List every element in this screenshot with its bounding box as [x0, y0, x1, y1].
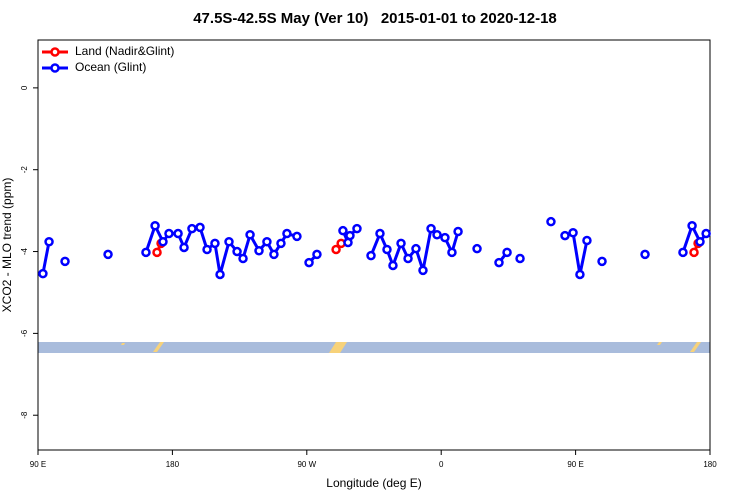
- point: [292, 231, 302, 242]
- y-tick-label: -6: [20, 329, 29, 337]
- point: [338, 225, 348, 236]
- y-tick-label: -8: [20, 411, 29, 419]
- legend-label: Land (Nadir&Glint): [75, 44, 174, 58]
- land-mark: [690, 342, 701, 352]
- point: [678, 247, 688, 258]
- point: [388, 260, 398, 271]
- point: [689, 247, 699, 258]
- point: [232, 246, 242, 257]
- point: [426, 223, 436, 234]
- legend-marker: [50, 63, 60, 73]
- point: [224, 236, 234, 247]
- legend-label: Ocean (Glint): [75, 60, 146, 74]
- point: [304, 257, 314, 268]
- point: [158, 236, 168, 247]
- point: [179, 242, 189, 253]
- point: [103, 249, 113, 260]
- chart-title: 47.5S-42.5S May (Ver 10) 2015-01-01 to 2…: [193, 10, 557, 27]
- point: [494, 257, 504, 268]
- point: [375, 228, 385, 239]
- point: [164, 228, 174, 239]
- point: [60, 256, 70, 267]
- plot-frame: [37, 39, 711, 451]
- y-tick-label: 0: [20, 85, 29, 90]
- point: [345, 230, 355, 241]
- point: [396, 238, 406, 249]
- point: [282, 228, 292, 239]
- point: [597, 256, 607, 267]
- land-marks: [121, 342, 701, 353]
- point: [215, 269, 225, 280]
- point: [269, 249, 279, 260]
- point: [44, 236, 54, 247]
- x-tick-label: 180: [166, 460, 180, 469]
- x-tick-label: 90 E: [30, 460, 46, 469]
- x-axis-label: Longitude (deg E): [326, 476, 421, 490]
- point: [38, 268, 48, 279]
- point: [502, 247, 512, 258]
- x-tick-label: 180: [703, 460, 717, 469]
- point: [440, 232, 450, 243]
- point: [546, 216, 556, 227]
- x-tick-label: 90 W: [297, 460, 316, 469]
- point: [575, 269, 585, 280]
- point: [560, 230, 570, 241]
- point: [411, 243, 421, 254]
- point: [687, 221, 697, 231]
- land-mark: [657, 342, 662, 345]
- point: [195, 222, 205, 233]
- point: [568, 227, 578, 238]
- point: [472, 243, 482, 254]
- point: [515, 253, 525, 264]
- x-tick-label: 0: [439, 460, 444, 469]
- point: [582, 235, 592, 246]
- y-axis-label: XCO2 - MLO trend (ppm): [0, 178, 14, 313]
- y-tick-label: -4: [20, 247, 29, 255]
- point: [418, 265, 428, 276]
- land-mark: [121, 343, 125, 345]
- point: [366, 250, 376, 261]
- point: [312, 249, 322, 260]
- land-mark: [153, 342, 164, 352]
- legend-marker: [50, 47, 60, 57]
- point: [403, 253, 413, 264]
- point: [701, 228, 711, 239]
- point: [453, 226, 463, 237]
- band: [38, 342, 710, 353]
- point: [254, 245, 264, 256]
- point: [187, 223, 197, 234]
- point: [447, 247, 457, 258]
- point: [173, 228, 183, 239]
- point: [432, 230, 442, 240]
- land-mark: [329, 342, 347, 353]
- point: [331, 244, 341, 255]
- point: [640, 249, 650, 260]
- point: [245, 230, 255, 240]
- point: [238, 253, 248, 264]
- point: [210, 238, 220, 249]
- point: [695, 236, 705, 247]
- point: [382, 244, 392, 255]
- point: [276, 238, 286, 249]
- point: [152, 247, 162, 258]
- point: [141, 247, 151, 258]
- y-tick-label: -2: [20, 166, 29, 174]
- surface-band: [38, 342, 710, 353]
- point: [150, 221, 160, 231]
- point: [352, 223, 362, 234]
- x-tick-label: 90 E: [567, 460, 583, 469]
- point: [202, 244, 212, 255]
- point: [262, 236, 272, 247]
